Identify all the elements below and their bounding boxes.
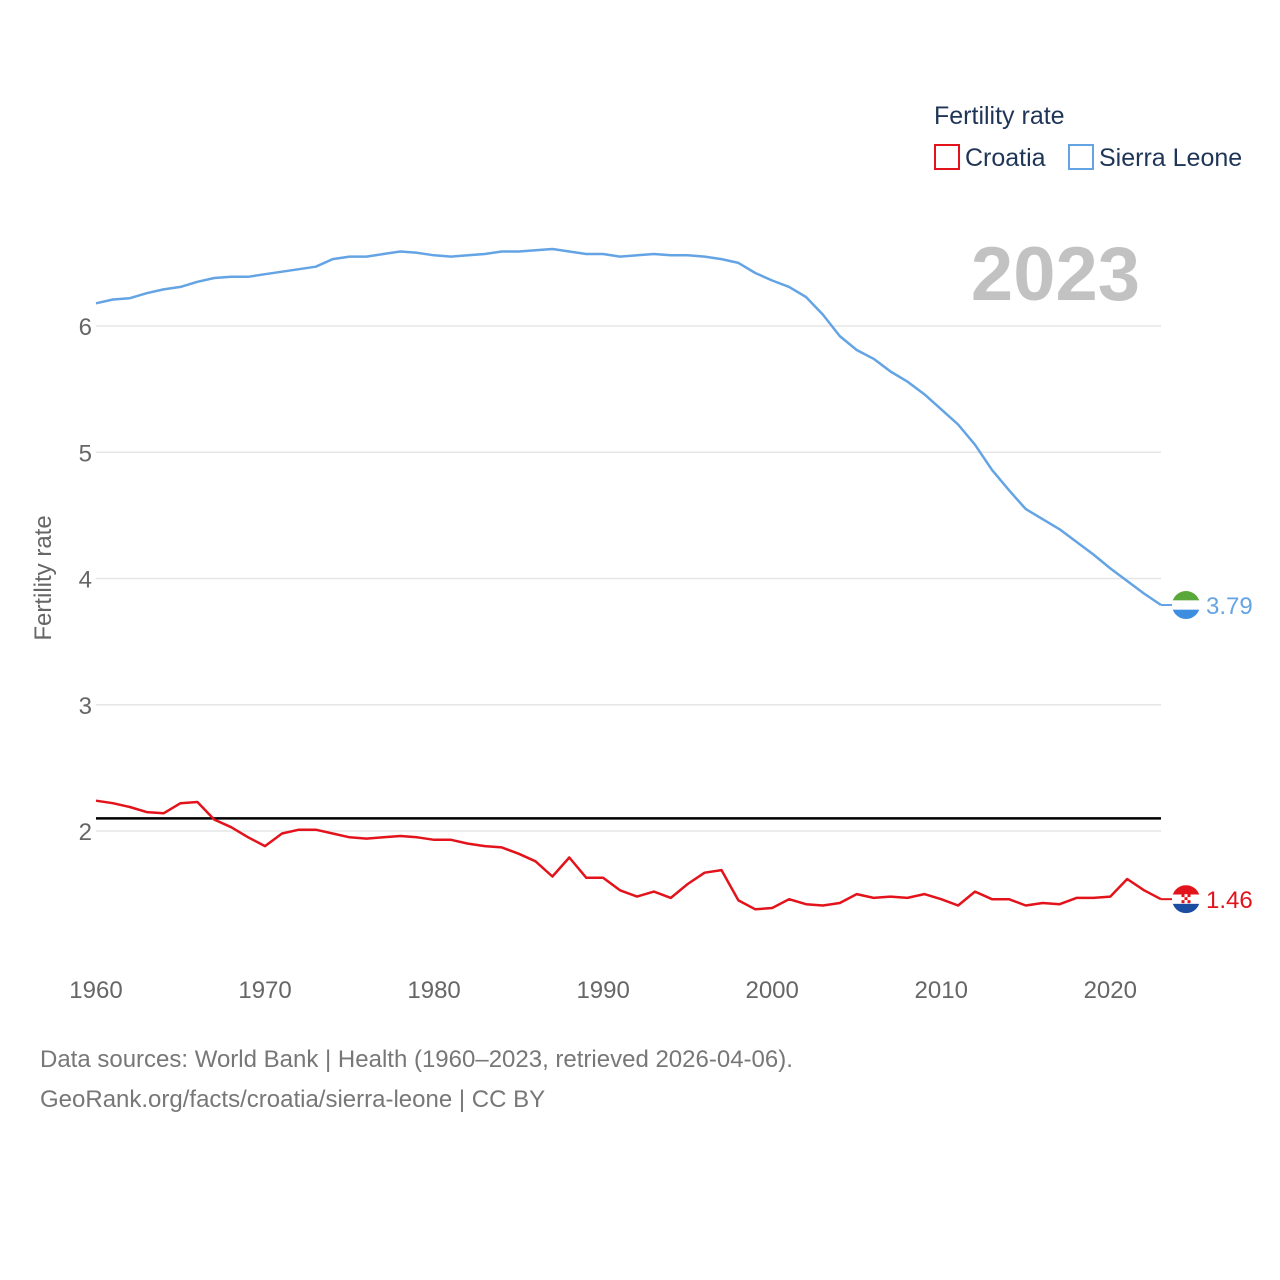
axis-ticks: 2 3 4 5 6 1960 1970 1980 1990 2000 2010 2020 [69,314,1137,1004]
year-label: 2023 [971,232,1140,317]
series-line-croatia[interactable] [95,799,1162,911]
y-tick-label-6: 6 [79,314,92,341]
legend-label-sierra-leone: Sierra Leone [1099,144,1242,172]
x-tick-label-2000: 2000 [745,977,798,1004]
footer-link[interactable]: GeoRank.org/facts/croatia/sierra-leone |… [40,1086,546,1113]
x-tick-label-2020: 2020 [1084,977,1137,1004]
sierra-leone-flag-icon [1172,591,1200,620]
y-tick-label-4: 4 [79,567,92,594]
footer-sources: Data sources: World Bank | Health (1960–… [40,1046,793,1073]
y-tick-label-5: 5 [79,440,92,467]
end-label-sierra-leone: 3.79 [1206,593,1253,620]
y-axis-title: Fertility rate [30,515,57,640]
legend-swatch-sierra-leone [1068,144,1094,170]
legend-item-sierra-leone[interactable]: Sierra Leone [1068,144,1242,172]
y-tick-label-3: 3 [79,693,92,720]
gridlines [96,325,1161,832]
end-markers: 1.46 3.79 [1161,591,1253,914]
legend-label-croatia: Croatia [965,144,1046,172]
footer: Data sources: World Bank | Health (1960–… [40,1040,793,1120]
series-line-sierra-leone[interactable] [95,247,1162,607]
x-tick-label-1990: 1990 [576,977,629,1004]
chart: Fertility rate Croatia Sierra Leone 2023… [30,102,1253,1004]
x-tick-label-2010: 2010 [915,977,968,1004]
croatia-flag-icon [1172,885,1200,914]
end-label-croatia: 1.46 [1206,887,1253,914]
x-tick-label-1960: 1960 [69,977,122,1004]
y-tick-label-2: 2 [79,819,92,846]
series-lines [95,247,1162,911]
x-tick-label-1980: 1980 [407,977,460,1004]
legend-title: Fertility rate [934,102,1065,130]
x-tick-label-1970: 1970 [238,977,291,1004]
legend-swatch-croatia [934,144,960,170]
legend-item-croatia[interactable]: Croatia [934,144,1046,172]
